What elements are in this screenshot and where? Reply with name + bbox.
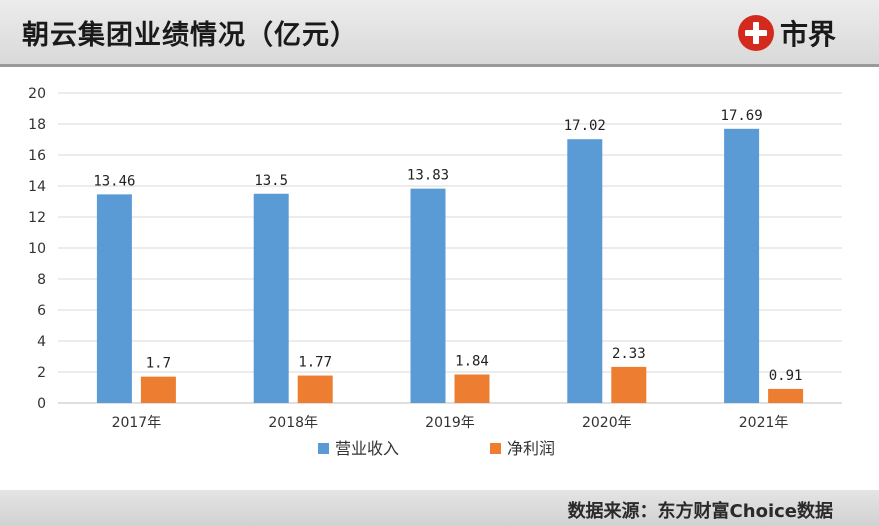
data-label: 1.77	[298, 355, 332, 371]
y-tick-label: 2	[37, 365, 46, 381]
bar-profit	[611, 366, 647, 403]
data-label: 1.84	[455, 353, 489, 369]
bar-profit	[297, 375, 333, 403]
data-label: 13.46	[93, 173, 135, 189]
bar-revenue	[96, 194, 132, 403]
x-tick-label: 2021年	[739, 415, 789, 431]
footer-bar: 数据来源：东方财富Choice数据	[0, 490, 879, 526]
data-label: 13.83	[407, 168, 449, 184]
data-label: 0.91	[769, 368, 803, 384]
y-tick-label: 6	[37, 303, 46, 319]
brand-logo: 市界	[738, 14, 836, 52]
y-tick-label: 12	[28, 210, 46, 226]
y-tick-label: 16	[28, 148, 46, 164]
legend-label: 净利润	[507, 439, 555, 458]
y-tick-label: 0	[37, 396, 46, 412]
bar-revenue	[253, 193, 289, 403]
x-tick-label: 2018年	[268, 415, 318, 431]
y-tick-label: 8	[37, 272, 46, 288]
legend-swatch	[490, 443, 501, 454]
bar-chart: 0 2 4 6 8 10 12 14 16 18 20 13.46 1.7 13.5 1.77 13.83 1…	[28, 86, 842, 458]
bar-revenue	[410, 188, 446, 403]
header-bar: 朝云集团业绩情况（亿元） 市界	[0, 0, 879, 64]
y-tick-label: 10	[28, 241, 46, 257]
data-label: 17.02	[564, 118, 606, 134]
data-label: 1.7	[146, 356, 171, 372]
bar-revenue	[724, 128, 760, 403]
legend-label: 营业收入	[335, 439, 399, 458]
x-tick-label: 2017年	[112, 415, 162, 431]
y-tick-label: 14	[28, 179, 46, 195]
data-label: 2.33	[612, 346, 646, 362]
header-divider	[0, 64, 879, 67]
logo-text: 市界	[780, 18, 837, 51]
data-source: 数据来源：东方财富Choice数据	[567, 501, 833, 522]
bar-revenue	[567, 139, 603, 403]
bar-profit	[768, 388, 804, 403]
data-label: 17.69	[721, 108, 763, 124]
data-label: 13.5	[254, 173, 288, 189]
y-tick-label: 18	[28, 117, 46, 133]
legend-swatch	[318, 443, 329, 454]
x-tick-label: 2019年	[425, 415, 475, 431]
y-tick-label: 20	[28, 86, 46, 102]
page-title: 朝云集团业绩情况（亿元）	[22, 20, 358, 51]
bar-profit	[454, 374, 490, 403]
bar-profit	[140, 376, 176, 403]
logo-icon	[738, 15, 774, 51]
x-tick-label: 2020年	[582, 415, 632, 431]
y-tick-label: 4	[37, 334, 46, 350]
